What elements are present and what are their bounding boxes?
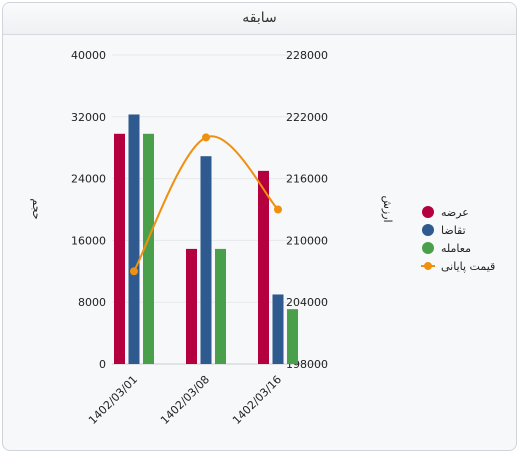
bar-3-1 bbox=[143, 133, 154, 364]
line-point-1 bbox=[130, 267, 138, 276]
bar-1-2 bbox=[186, 248, 197, 364]
right-tick-label: 222000 bbox=[286, 111, 328, 124]
bar-1-3 bbox=[258, 170, 269, 364]
left-tick-label: 32000 bbox=[71, 111, 106, 124]
x-tick-label: 1402/03/16 bbox=[230, 373, 284, 427]
legend-swatch bbox=[422, 242, 434, 254]
legend-swatch bbox=[422, 206, 434, 218]
right-axis-title: ارزش bbox=[381, 195, 394, 222]
legend-swatch bbox=[422, 224, 434, 236]
bar-2-3 bbox=[272, 294, 284, 364]
bar-3-3 bbox=[287, 309, 298, 364]
left-tick-label: 8000 bbox=[78, 296, 106, 309]
left-tick-label: 16000 bbox=[71, 234, 106, 247]
right-tick-label: 204000 bbox=[286, 296, 328, 309]
left-tick-label: 0 bbox=[99, 358, 106, 371]
legend-swatch bbox=[424, 262, 432, 270]
left-tick-label: 40000 bbox=[71, 49, 106, 62]
line-point-3 bbox=[274, 205, 282, 214]
right-tick-label: 228000 bbox=[286, 49, 328, 62]
bar-2-2 bbox=[200, 156, 212, 364]
legend-label: عرضه bbox=[441, 206, 469, 219]
x-tick-label: 1402/03/08 bbox=[158, 373, 212, 427]
bar-2-1 bbox=[128, 114, 140, 364]
right-tick-label: 216000 bbox=[286, 173, 328, 186]
x-tick-label: 1402/03/01 bbox=[86, 373, 140, 427]
bar-3-2 bbox=[215, 248, 226, 364]
legend-label: معامله bbox=[441, 242, 471, 255]
right-tick-label: 210000 bbox=[286, 234, 328, 247]
legend-label: تقاضا bbox=[441, 224, 466, 237]
left-axis-title: حجم bbox=[30, 198, 43, 219]
legend-label: قیمت پایانی bbox=[441, 260, 495, 273]
bar-1-1 bbox=[114, 133, 125, 364]
line-point-2 bbox=[202, 133, 210, 142]
panel-title: سابقه bbox=[3, 3, 516, 35]
left-tick-label: 24000 bbox=[71, 173, 106, 186]
